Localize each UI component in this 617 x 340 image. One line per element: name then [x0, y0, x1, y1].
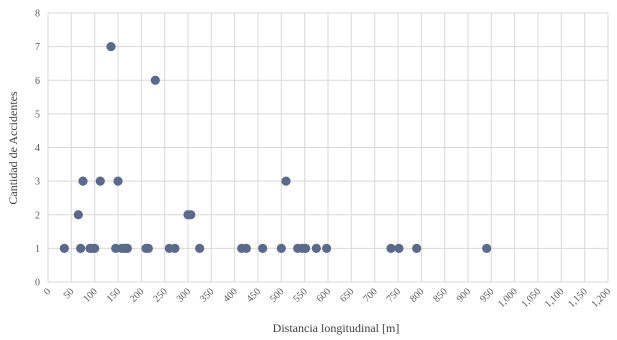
data-point — [386, 243, 396, 253]
y-tick-label: 3 — [35, 177, 40, 188]
y-tick-label: 0 — [35, 278, 40, 289]
x-tick-label: 450 — [245, 286, 263, 304]
y-axis-ticks: 0 1 2 3 4 5 6 7 8 — [35, 9, 40, 289]
x-tick-label: 1,150 — [566, 286, 590, 310]
data-point — [143, 243, 153, 253]
data-point — [150, 75, 160, 85]
data-point — [195, 243, 205, 253]
x-tick-label: 250 — [151, 286, 169, 304]
x-tick-label: 100 — [81, 286, 99, 304]
data-point — [394, 243, 404, 253]
x-tick-label: 550 — [291, 286, 309, 304]
data-point — [482, 243, 492, 253]
data-point — [276, 243, 286, 253]
x-tick-label: 200 — [128, 286, 146, 304]
y-tick-label: 8 — [35, 9, 40, 20]
data-point — [311, 243, 321, 253]
x-tick-label: 150 — [105, 286, 123, 304]
x-tick-label: 50 — [62, 286, 77, 301]
x-tick-label: 700 — [361, 286, 379, 304]
x-tick-label: 500 — [268, 286, 286, 304]
x-tick-label: 650 — [338, 286, 356, 304]
x-axis-title: Distancia longitudinal [m] — [273, 321, 400, 335]
x-tick-label: 0 — [42, 286, 53, 297]
y-tick-label: 6 — [35, 76, 40, 87]
data-point — [106, 42, 116, 52]
x-tick-label: 850 — [431, 286, 449, 304]
data-point — [281, 176, 291, 186]
data-point — [73, 210, 83, 220]
x-tick-label: 950 — [478, 286, 496, 304]
data-point — [76, 243, 86, 253]
x-tick-label: 800 — [408, 286, 426, 304]
data-point — [241, 243, 251, 253]
data-point — [412, 243, 422, 253]
data-point — [78, 176, 88, 186]
x-tick-label: 1,000 — [496, 286, 520, 310]
data-point — [90, 243, 100, 253]
x-tick-label: 1,100 — [543, 286, 567, 310]
y-tick-label: 1 — [35, 244, 40, 255]
gridlines — [47, 12, 609, 283]
x-tick-label: 400 — [221, 286, 239, 304]
data-point — [113, 176, 123, 186]
data-point — [186, 210, 196, 220]
x-tick-label: 600 — [315, 286, 333, 304]
data-point — [322, 243, 332, 253]
y-tick-label: 2 — [35, 210, 40, 221]
x-tick-label: 300 — [175, 286, 193, 304]
data-point — [170, 243, 180, 253]
data-point — [258, 243, 268, 253]
x-tick-label: 900 — [455, 286, 473, 304]
x-axis-ticks: 0 50 100 150 200 250 300 350 400 450 500 550 600 650 7… — [42, 286, 613, 310]
y-axis-title: Cantidad de Accidentes — [6, 91, 20, 205]
x-tick-label: 350 — [198, 286, 216, 304]
y-tick-label: 4 — [35, 143, 40, 154]
x-tick-label: 1,050 — [519, 286, 543, 310]
data-point — [59, 243, 69, 253]
x-tick-label: 1,200 — [589, 286, 613, 310]
data-point — [122, 243, 132, 253]
data-point — [95, 176, 105, 186]
x-tick-label: 750 — [385, 286, 403, 304]
y-tick-label: 7 — [35, 42, 40, 53]
y-tick-label: 5 — [35, 109, 40, 120]
data-points — [59, 42, 492, 253]
data-point — [301, 243, 311, 253]
